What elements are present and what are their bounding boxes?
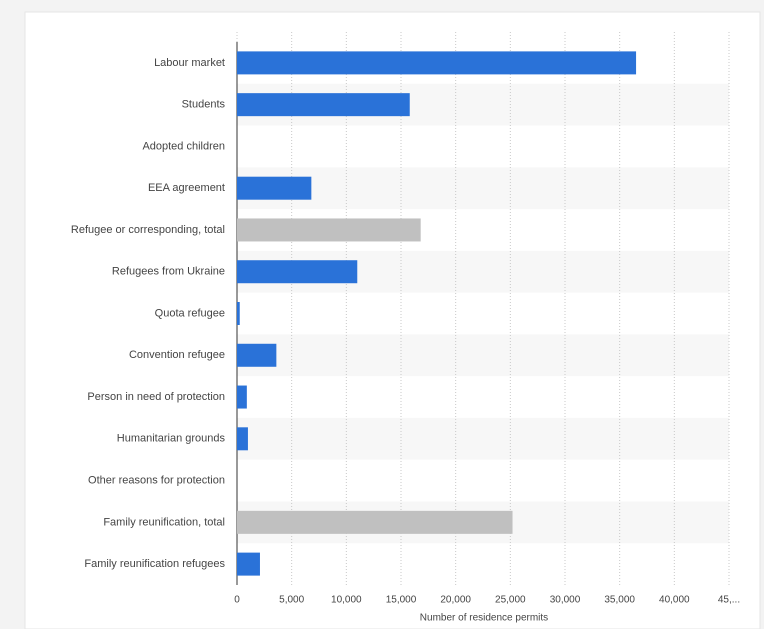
x-tick-label: 15,000 — [386, 595, 417, 606]
x-tick-label: 45,... — [718, 595, 740, 606]
y-tick-label: Humanitarian grounds — [117, 433, 226, 445]
x-axis-label: Number of residence permits — [420, 613, 548, 624]
row-stripe — [237, 334, 729, 377]
x-tick-label: 35,000 — [604, 595, 635, 606]
row-stripe — [237, 417, 729, 460]
bar — [237, 510, 513, 534]
x-tick-label: 0 — [234, 595, 240, 606]
bar — [237, 218, 421, 242]
x-tick-label: 5,000 — [279, 595, 304, 606]
y-tick-label: EEA agreement — [148, 182, 225, 194]
y-tick-label: Family reunification refugees — [84, 558, 225, 570]
y-tick-label: Person in need of protection — [87, 391, 225, 403]
y-tick-label: Adopted children — [142, 140, 225, 152]
x-tick-label: 25,000 — [495, 595, 526, 606]
bar — [237, 385, 247, 409]
bar — [237, 427, 248, 451]
bar — [237, 51, 637, 75]
x-tick-label: 20,000 — [440, 595, 471, 606]
x-tick-label: 40,000 — [659, 595, 690, 606]
bar — [237, 93, 410, 117]
y-tick-label: Family reunification, total — [103, 516, 225, 528]
y-tick-label: Refugee or corresponding, total — [71, 224, 225, 236]
bar — [237, 260, 358, 284]
bar — [237, 343, 277, 367]
bar — [237, 176, 312, 200]
row-stripe — [237, 167, 729, 210]
y-tick-label: Quota refugee — [155, 307, 225, 319]
x-tick-label: 30,000 — [550, 595, 581, 606]
x-tick-label: 10,000 — [331, 595, 362, 606]
y-tick-label: Other reasons for protection — [88, 474, 225, 486]
bar — [237, 302, 240, 325]
bar — [237, 552, 260, 576]
y-tick-label: Students — [182, 99, 226, 111]
y-tick-label: Convention refugee — [129, 349, 225, 361]
y-tick-label: Labour market — [154, 57, 225, 69]
y-tick-label: Refugees from Ukraine — [112, 266, 225, 278]
